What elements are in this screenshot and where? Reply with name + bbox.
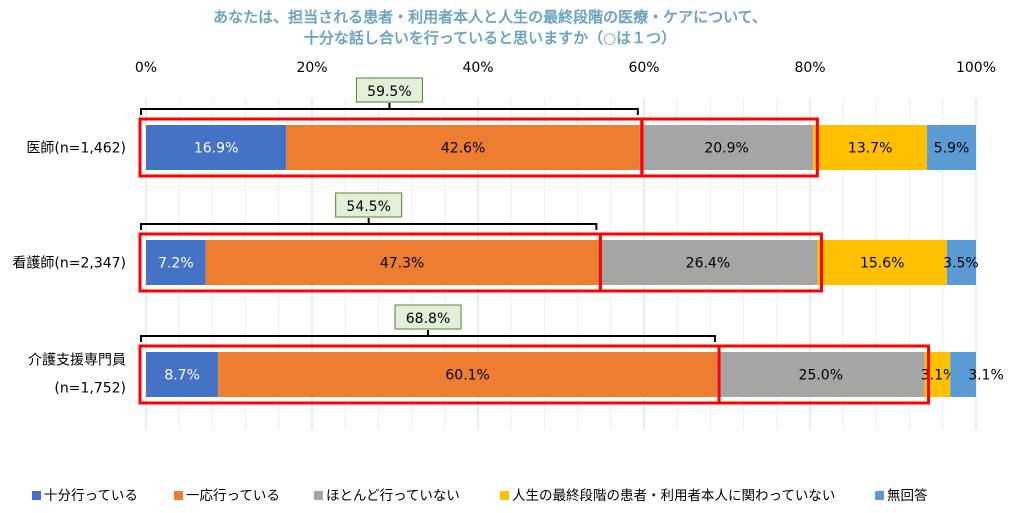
bar-segment [813,125,928,170]
chart-title-line: 十分な話し合いを行っていると思いますか（○は１つ） [304,29,676,47]
total-label: 54.5% [346,199,390,215]
data-label: 3.5% [943,256,979,272]
bar-segment [950,352,976,397]
bar-segment [946,240,976,285]
bar-segment [717,352,925,397]
data-label: 13.7% [848,141,892,157]
legend-swatch [314,491,323,500]
highlight-box [640,117,819,178]
data-label: 3.1% [968,368,1004,384]
bar-segment [205,240,599,285]
bar-segment [598,240,818,285]
x-tick-label: 80% [794,60,825,76]
highlight-box [717,344,931,405]
data-label: 20.9% [704,141,748,157]
data-label: 16.9% [194,141,238,157]
bar-segment [146,125,287,170]
bar-segment [286,125,640,170]
legend-swatch [875,491,884,500]
data-label: 47.3% [380,256,424,272]
legend-label: 無回答 [887,487,928,504]
legend-swatch [500,491,509,500]
x-tick-label: 40% [462,60,493,76]
legend-swatch [32,491,41,500]
legend-swatch [174,491,183,500]
x-tick-label: 100% [956,60,996,76]
category-label: 看護師(n=2,347) [12,256,126,272]
data-label: 60.1% [445,368,489,384]
data-label: 7.2% [158,256,194,272]
category-label: 医師(n=1,462) [26,141,126,157]
bracket [140,218,598,230]
x-tick-label: 60% [628,60,659,76]
highlight-box [598,232,823,293]
data-label: 15.6% [860,256,904,272]
category-label: 介護支援専門員 [28,353,126,369]
bar-segment [218,352,718,397]
x-tick-label: 20% [296,60,327,76]
bracket [140,330,717,342]
legend-label: ほとんど行っていない [326,488,460,504]
data-label: 5.9% [934,141,970,157]
total-label: 68.8% [406,311,450,327]
total-label-box [335,192,403,218]
data-label: 26.4% [686,256,730,272]
chart-title-line: あなたは、担当される患者・利用者本人と人生の最終段階の医療・ケアについて、 [213,8,767,26]
data-label: 42.6% [441,141,485,157]
data-label: 25.0% [799,368,843,384]
legend-label: 十分行っている [44,488,138,504]
total-label-box [394,304,462,330]
bar-segment [927,125,976,170]
total-label-box [355,77,423,103]
bar-segment [817,240,947,285]
legend-label: 人生の最終段階の患者・利用者本人に関わっていない [512,488,835,504]
category-label: (n=1,752) [54,381,126,397]
bar-segment [146,352,219,397]
bar-segment [639,125,814,170]
total-label: 59.5% [367,84,411,100]
bar-segment [146,240,206,285]
x-tick-label: 0% [135,60,157,76]
bracket [140,103,639,115]
data-label: 8.7% [164,368,200,384]
legend-label: 一応行っている [186,488,280,504]
